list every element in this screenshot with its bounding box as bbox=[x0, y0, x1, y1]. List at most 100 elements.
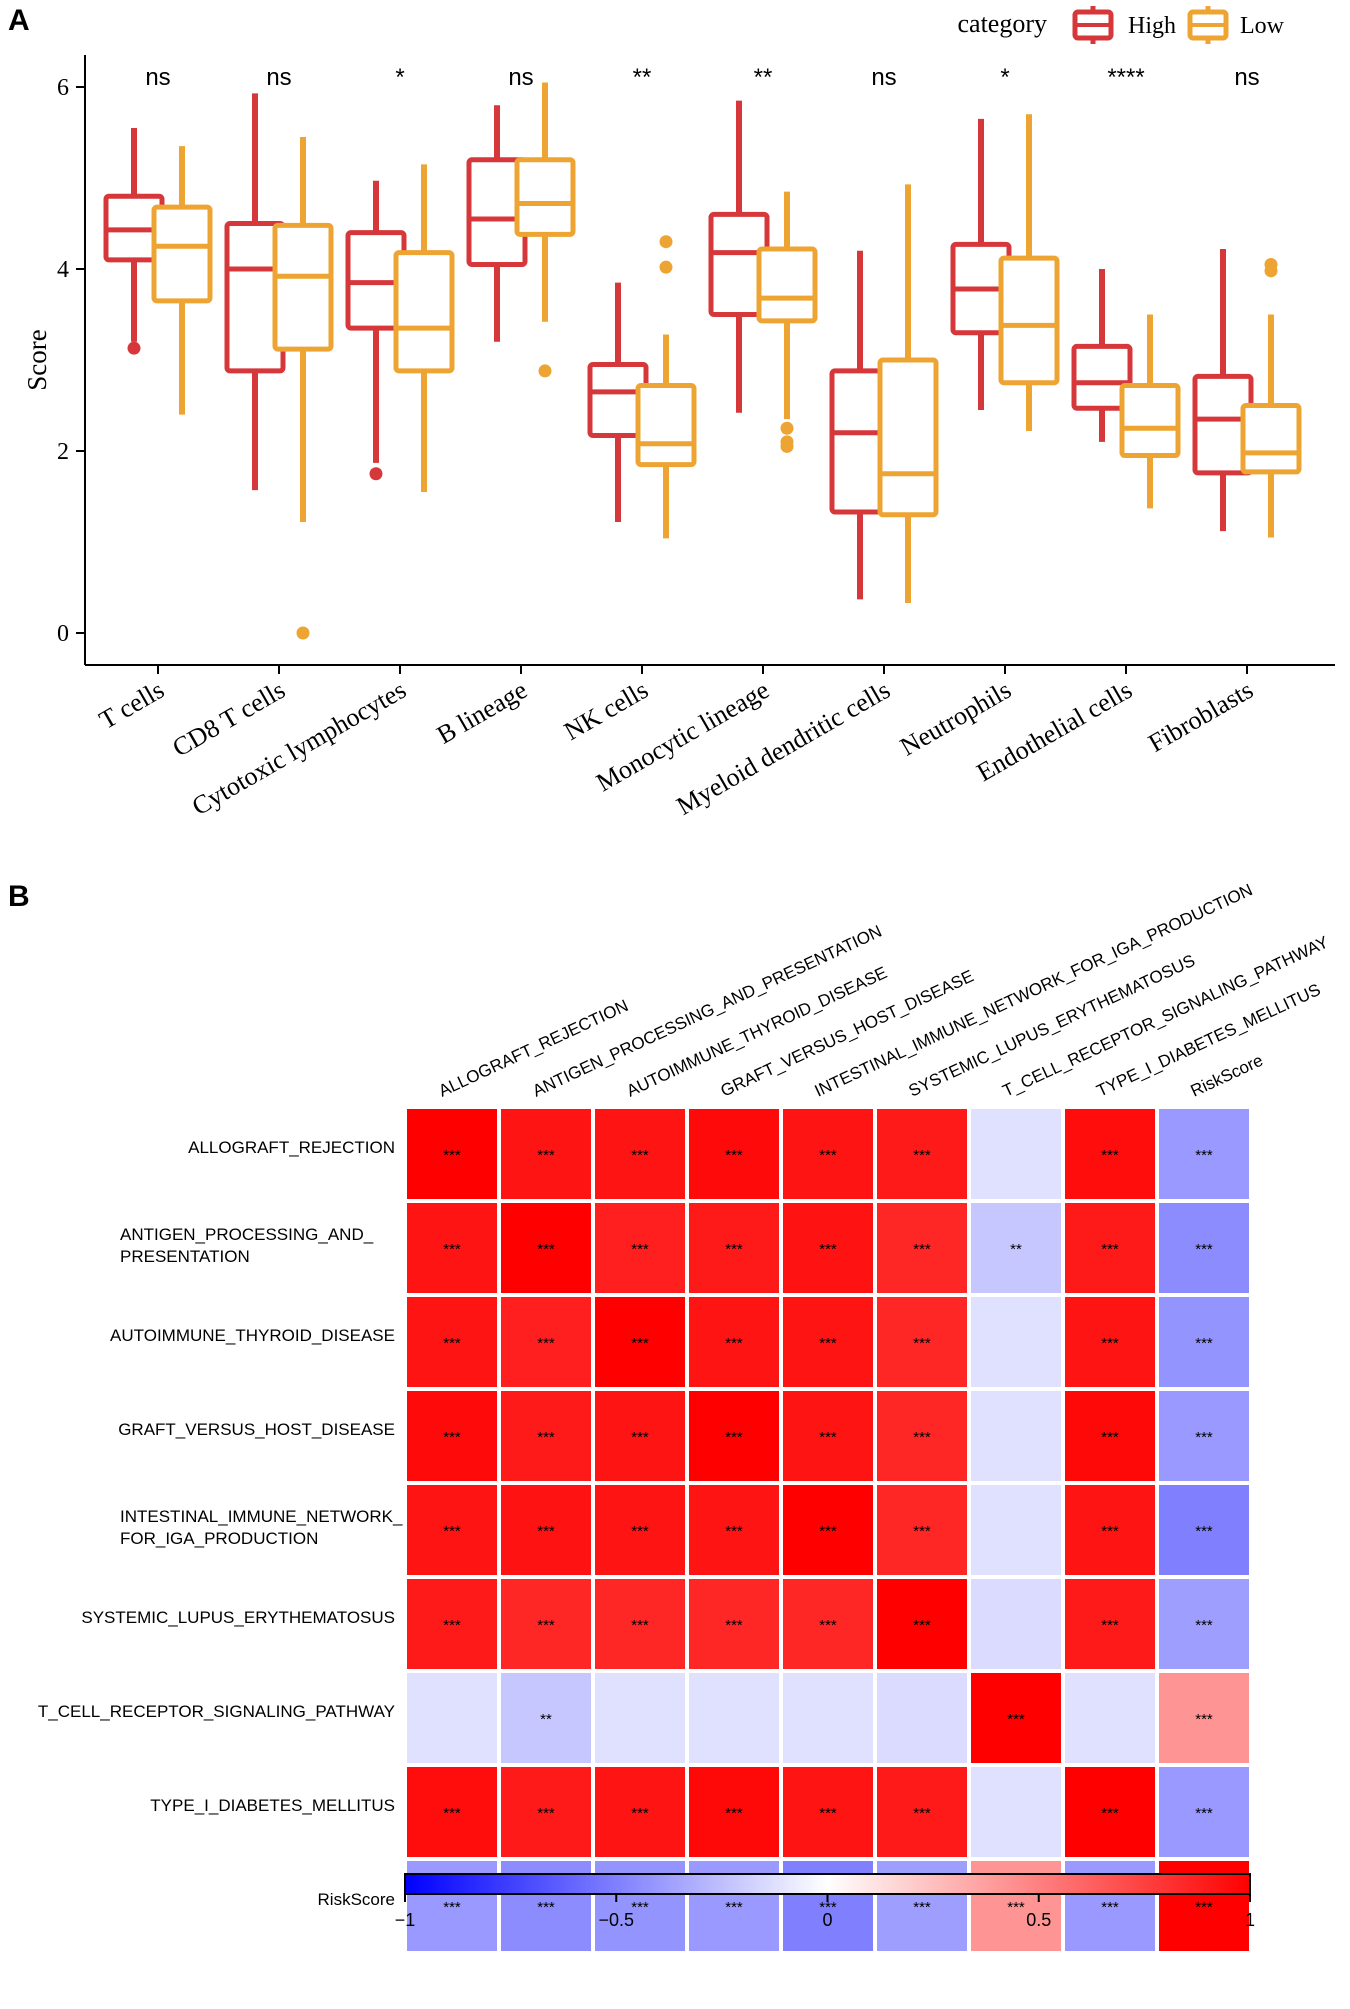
cell-significance: *** bbox=[1101, 1429, 1119, 1446]
significance-label: ns bbox=[508, 64, 533, 91]
heatmap-cell bbox=[873, 1293, 971, 1391]
heatmap-cell bbox=[873, 1763, 971, 1861]
outlier-point bbox=[1264, 264, 1278, 278]
cell-significance: *** bbox=[819, 1429, 837, 1446]
box bbox=[635, 382, 697, 468]
cell-significance: *** bbox=[1101, 1805, 1119, 1822]
outlier-point bbox=[659, 260, 673, 274]
cell-significance: *** bbox=[1101, 1147, 1119, 1164]
cell-significance: *** bbox=[819, 1241, 837, 1258]
cell-significance: *** bbox=[1195, 1335, 1213, 1352]
cell-significance: *** bbox=[725, 1147, 743, 1164]
heatmap-cell bbox=[967, 1387, 1065, 1485]
cell-significance: *** bbox=[537, 1335, 555, 1352]
cell-significance: *** bbox=[1195, 1899, 1213, 1916]
box-group bbox=[466, 105, 528, 342]
box-group bbox=[272, 137, 334, 640]
significance-label: * bbox=[395, 64, 404, 91]
box bbox=[393, 250, 455, 374]
x-tick-label: Fibroblasts bbox=[1143, 675, 1258, 758]
cell-significance: *** bbox=[725, 1429, 743, 1446]
heatmap-cell bbox=[873, 1669, 971, 1767]
cell-significance: *** bbox=[443, 1335, 461, 1352]
cell-significance: *** bbox=[725, 1805, 743, 1822]
heatmap-cell bbox=[1061, 1669, 1159, 1767]
panel-a-label: A bbox=[8, 4, 30, 37]
heatmap-cell bbox=[403, 1387, 501, 1485]
colorbar-tick-label: 0.5 bbox=[1026, 1910, 1051, 1930]
cell-significance: *** bbox=[631, 1429, 649, 1446]
correlation-heatmap: ALLOGRAFT_REJECTION ANTIGEN_PROCESSING_AN… bbox=[38, 880, 1331, 1955]
colorbar bbox=[404, 1873, 1251, 1895]
outlier-point bbox=[369, 467, 383, 481]
box-group bbox=[1119, 314, 1181, 509]
cell-significance: *** bbox=[1195, 1617, 1213, 1634]
box-group bbox=[151, 146, 213, 415]
significance-label: * bbox=[1000, 64, 1009, 91]
box-group bbox=[393, 164, 455, 492]
cell-significance: *** bbox=[631, 1805, 649, 1822]
cell-significance: ** bbox=[1010, 1241, 1022, 1258]
heatmap-cell bbox=[497, 1293, 595, 1391]
row-label: ANTIGEN_PROCESSING_AND_ bbox=[120, 1225, 374, 1244]
row-label: PRESENTATION bbox=[120, 1247, 250, 1266]
heatmap-cell bbox=[497, 1763, 595, 1861]
column-label: RiskScore bbox=[1188, 1051, 1266, 1101]
row-label: FOR_IGA_PRODUCTION bbox=[120, 1529, 318, 1548]
box-group bbox=[514, 82, 576, 378]
heatmap-cell bbox=[967, 1293, 1065, 1391]
colorbar-tick-label: −0.5 bbox=[598, 1910, 634, 1930]
heatmap-cell bbox=[591, 1763, 689, 1861]
cell-significance: *** bbox=[537, 1617, 555, 1634]
cell-significance: *** bbox=[537, 1147, 555, 1164]
cell-significance: *** bbox=[913, 1147, 931, 1164]
significance-label: ns bbox=[1234, 64, 1259, 91]
heatmap-cell bbox=[1155, 1481, 1253, 1579]
outlier-point bbox=[538, 364, 552, 378]
heatmap-cell bbox=[591, 1293, 689, 1391]
y-tick-label: 4 bbox=[57, 257, 69, 283]
cell-significance: *** bbox=[631, 1617, 649, 1634]
heatmap-cell bbox=[591, 1575, 689, 1673]
row-label: AUTOIMMUNE_THYROID_DISEASE bbox=[110, 1326, 395, 1345]
heatmap-cell bbox=[1155, 1575, 1253, 1673]
cell-significance: *** bbox=[1195, 1147, 1213, 1164]
box-group bbox=[756, 191, 818, 453]
heatmap-cell bbox=[779, 1293, 877, 1391]
heatmap-cell bbox=[685, 1293, 783, 1391]
cell-significance: *** bbox=[537, 1523, 555, 1540]
cell-significance: *** bbox=[1007, 1711, 1025, 1728]
cell-significance: *** bbox=[1101, 1335, 1119, 1352]
outlier-point bbox=[127, 341, 141, 355]
heatmap-cell bbox=[591, 1481, 689, 1579]
panel-b-label: B bbox=[8, 880, 30, 913]
cell-significance: *** bbox=[443, 1617, 461, 1634]
x-tick-label: Myeloid dendritic cells bbox=[672, 675, 895, 821]
cell-significance: *** bbox=[725, 1335, 743, 1352]
legend-entry-label: High bbox=[1128, 13, 1176, 39]
x-tick-label: B lineage bbox=[432, 675, 532, 750]
x-tick-label: T cells bbox=[94, 675, 169, 735]
cell-significance: *** bbox=[1195, 1805, 1213, 1822]
row-label: RiskScore bbox=[318, 1890, 395, 1909]
legend: category High Low bbox=[957, 6, 1285, 44]
box-group bbox=[345, 180, 407, 481]
cell-significance: *** bbox=[443, 1241, 461, 1258]
heatmap-cell bbox=[967, 1575, 1065, 1673]
heatmap-cell bbox=[779, 1669, 877, 1767]
row-label: GRAFT_VERSUS_HOST_DISEASE bbox=[118, 1420, 395, 1439]
cell-significance: *** bbox=[725, 1523, 743, 1540]
heatmap-cell bbox=[1155, 1199, 1253, 1297]
y-tick-label: 2 bbox=[57, 439, 69, 465]
box bbox=[1071, 343, 1133, 411]
cell-significance: *** bbox=[913, 1805, 931, 1822]
box bbox=[272, 222, 334, 352]
cell-significance: *** bbox=[1101, 1899, 1119, 1916]
legend-title: category bbox=[957, 9, 1047, 38]
heatmap-cell bbox=[403, 1199, 501, 1297]
cell-significance: *** bbox=[1195, 1241, 1213, 1258]
cell-significance: *** bbox=[819, 1617, 837, 1634]
outlier-point bbox=[659, 235, 673, 249]
